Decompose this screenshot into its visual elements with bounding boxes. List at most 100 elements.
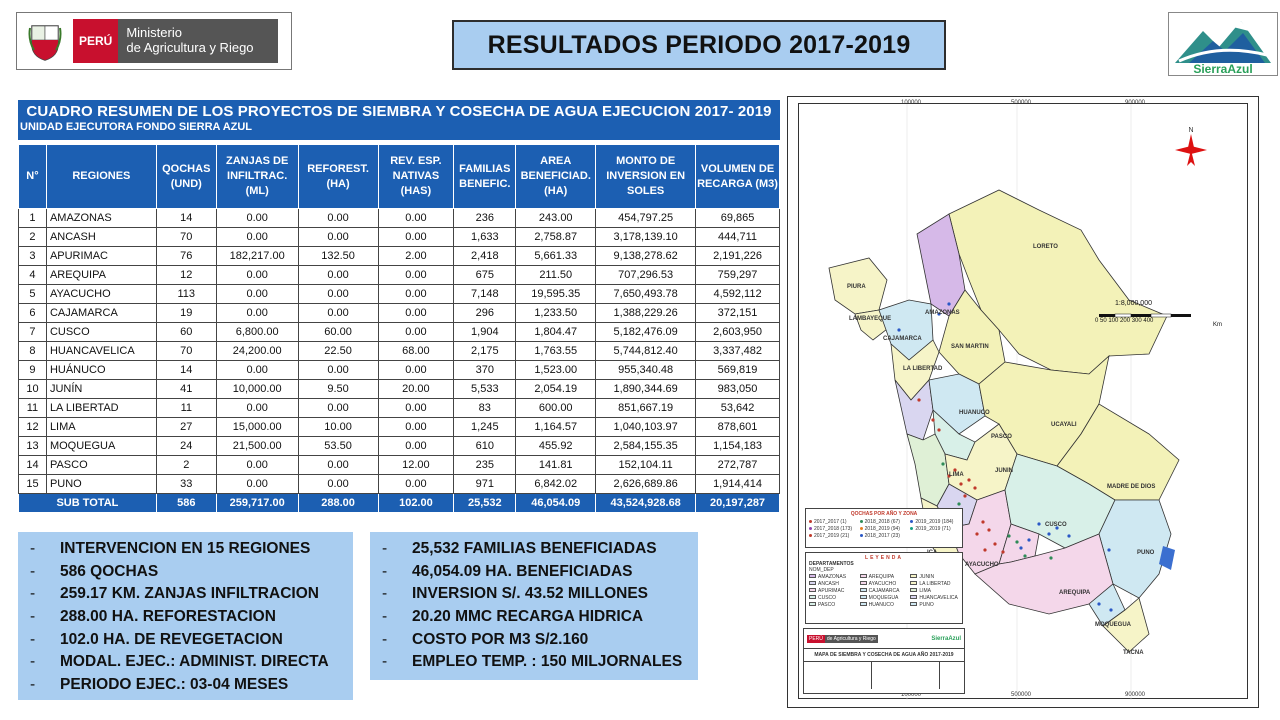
table-row: 12 LIMA 27 15,000.00 10.00 0.00 1,245 1,164.57 1… bbox=[18, 417, 780, 437]
table-row: 3 APURIMAC 76 182,217.00 132.50 2.00 2,418 5,66… bbox=[18, 246, 780, 266]
table-cell: CUSCO bbox=[45, 322, 157, 342]
legend-dept-label: LA LIBERTAD bbox=[919, 581, 951, 587]
table-header-cell: N° bbox=[18, 144, 47, 209]
legend-swatch bbox=[910, 602, 918, 606]
table-cell: 53,642 bbox=[695, 398, 780, 418]
table-cell: 0.00 bbox=[377, 436, 455, 456]
table-row: 1 AMAZONAS 14 0.00 0.00 0.00 236 243.00 454,797.… bbox=[18, 208, 780, 228]
legend-dept-label: JUNIN bbox=[919, 574, 935, 580]
table-cell: 2 bbox=[155, 455, 217, 475]
table-cell: 0.00 bbox=[377, 265, 455, 285]
subtotal-cell: 288.00 bbox=[297, 493, 379, 513]
legend-dept-label: ANCASH bbox=[818, 581, 839, 587]
region-label-lima: LIMA bbox=[949, 472, 964, 478]
legend-dept-item: JUNIN bbox=[910, 574, 959, 580]
table-cell: 6,800.00 bbox=[215, 322, 299, 342]
coord-top-3: 900000 bbox=[1125, 100, 1146, 106]
legend-qochas-label: 2019_2019 (71) bbox=[915, 526, 951, 532]
summary-item: - INVERSION S/. 43.52 MILLONES bbox=[382, 583, 698, 606]
summary-item: - 586 QOCHAS bbox=[30, 561, 353, 584]
legend-dept-label: PUNO bbox=[919, 602, 934, 608]
table-row: 5 AYACUCHO 113 0.00 0.00 0.00 7,148 19,595.35 7,… bbox=[18, 284, 780, 304]
legend-swatch bbox=[910, 588, 918, 592]
table-cell: 2,626,689.86 bbox=[595, 474, 697, 494]
table-cell: 1,164.57 bbox=[515, 417, 597, 437]
table-cell: CAJAMARCA bbox=[45, 303, 157, 323]
legend-qochas-label: 2018_2019 (94) bbox=[864, 526, 900, 532]
summary-text: 46,054.09 HA. BENEFICIADAS bbox=[412, 562, 633, 580]
table-cell: 0.00 bbox=[215, 227, 299, 247]
summary-text: 25,532 FAMILIAS BENEFICIADAS bbox=[412, 540, 657, 558]
bullet-dash: - bbox=[30, 540, 36, 558]
table-cell: 296 bbox=[453, 303, 517, 323]
coord-bottom-2: 500000 bbox=[1011, 692, 1032, 698]
legend-dot-icon bbox=[859, 520, 863, 523]
bullet-dash: - bbox=[30, 653, 36, 671]
table-cell: 1,245 bbox=[453, 417, 517, 437]
ministry-name: Ministerio de Agricultura y Riego bbox=[118, 19, 279, 63]
table-cell: 372,151 bbox=[695, 303, 780, 323]
table-cell: 0.00 bbox=[215, 474, 299, 494]
legend-dept-label: APURIMAC bbox=[818, 588, 845, 594]
table-cell: 0.00 bbox=[377, 474, 455, 494]
table-cell: AYACUCHO bbox=[45, 284, 157, 304]
table-row: 4 AREQUIPA 12 0.00 0.00 0.00 675 211.50 707,296.… bbox=[18, 265, 780, 285]
table-cell: 1,388,229.26 bbox=[595, 303, 697, 323]
table-cell: 8 bbox=[18, 341, 47, 361]
table-cell: 4,592,112 bbox=[695, 284, 780, 304]
summary-item: - MODAL. EJEC.: ADMINIST. DIRECTA bbox=[30, 651, 353, 674]
table-cell: 1 bbox=[18, 208, 47, 228]
table-cell: 1,154,183 bbox=[695, 436, 780, 456]
legend-dept-label: AMAZONAS bbox=[818, 574, 847, 580]
summary-item: - 20.20 MMC RECARGA HIDRICA bbox=[382, 606, 698, 629]
subtotal-cell: SUB TOTAL bbox=[18, 493, 157, 513]
bullet-dash: - bbox=[382, 630, 388, 648]
page-title: RESULTADOS PERIODO 2017-2019 bbox=[487, 30, 911, 59]
summary-right-box: - 25,532 FAMILIAS BENEFICIADAS - 46,054.09 … bbox=[370, 532, 698, 680]
table-cell: 6,842.02 bbox=[515, 474, 597, 494]
table-cell: 60 bbox=[155, 322, 217, 342]
table-cell: 24,200.00 bbox=[215, 341, 299, 361]
map-title-card: PERÚ de Agricultura y Riego SierraAzul M… bbox=[803, 628, 965, 694]
table-cell: 955,340.48 bbox=[595, 360, 697, 380]
map-svg: N bbox=[828, 104, 1207, 700]
table-cell: AREQUIPA bbox=[45, 265, 157, 285]
legend-dept-label: AYACUCHO bbox=[868, 581, 897, 587]
table-cell: 12 bbox=[18, 417, 47, 437]
table-cell: 235 bbox=[453, 455, 517, 475]
coat-of-arms-icon bbox=[25, 18, 65, 64]
table-cell: 20.00 bbox=[377, 379, 455, 399]
table-cell: 182,217.00 bbox=[215, 246, 299, 266]
table-cell: 0.00 bbox=[377, 227, 455, 247]
bullet-dash: - bbox=[30, 585, 36, 603]
table-header-cell: AREA BENEFICIAD. (HA) bbox=[515, 144, 597, 209]
table-cell: 569,819 bbox=[695, 360, 780, 380]
table-cell: 2,603,950 bbox=[695, 322, 780, 342]
scale-ticks: 0 50 100 200 300 400 bbox=[1095, 318, 1154, 324]
summary-text: INTERVENCION EN 15 REGIONES bbox=[60, 540, 311, 558]
table-row: 6 CAJAMARCA 19 0.00 0.00 0.00 296 1,233.50 1,388… bbox=[18, 303, 780, 323]
legend-subtitle: DEPARTAMENTOS bbox=[809, 561, 854, 567]
table-cell: 14 bbox=[155, 360, 217, 380]
table-cell: 0.00 bbox=[215, 360, 299, 380]
summary-text: 102.0 HA. DE REVEGETACION bbox=[60, 630, 283, 648]
summary-item: - 288.00 HA. REFORESTACION bbox=[30, 606, 353, 629]
legend-swatch bbox=[859, 574, 867, 578]
legend-dept-item: LA LIBERTAD bbox=[910, 581, 959, 587]
legend-dot-icon bbox=[910, 527, 914, 530]
table-cell: 3,178,139.10 bbox=[595, 227, 697, 247]
legend-dot-icon bbox=[859, 534, 863, 537]
table-cell: 444,711 bbox=[695, 227, 780, 247]
legend-qochas-label: 2018_2018 (67) bbox=[864, 519, 900, 525]
summary-item: - INTERVENCION EN 15 REGIONES bbox=[30, 538, 353, 561]
table-cell: 1,890,344.69 bbox=[595, 379, 697, 399]
legend-dept-label: LIMA bbox=[919, 588, 931, 594]
bullet-dash: - bbox=[382, 608, 388, 626]
region-label-piura: PIURA bbox=[847, 284, 866, 290]
table-cell: 2.00 bbox=[377, 246, 455, 266]
region-label-huanuco: HUANUCO bbox=[959, 410, 990, 416]
table-cell: 0.00 bbox=[215, 284, 299, 304]
table-header-cell: REV. ESP. NATIVAS (HAS) bbox=[377, 144, 455, 209]
table-cell: 132.50 bbox=[297, 246, 379, 266]
table-row: 7 CUSCO 60 6,800.00 60.00 0.00 1,904 1,804.47 5,… bbox=[18, 322, 780, 342]
